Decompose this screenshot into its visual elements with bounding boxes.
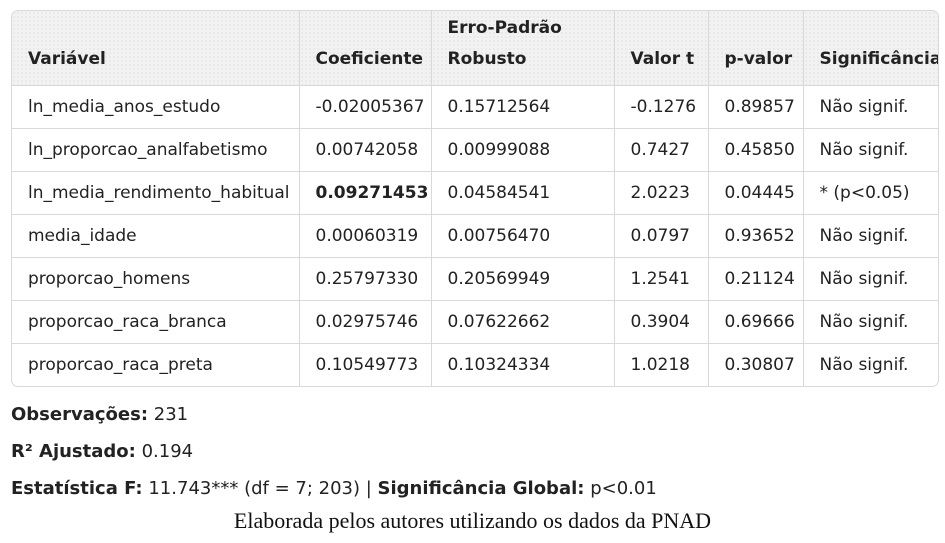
header-p-valor: p-valor <box>707 11 803 85</box>
cell-significance: Não signif. <box>802 300 938 343</box>
r2-value: 0.194 <box>141 441 194 462</box>
header-significancia: Significância <box>802 11 939 85</box>
table-row: ln_media_rendimento_habitual 0.09271453 … <box>12 171 938 214</box>
cell-coefficient: -0.02005367 <box>298 85 431 128</box>
cell-p-value: 0.21124 <box>707 257 803 300</box>
cell-p-value: 0.93652 <box>707 214 803 257</box>
header-coeficiente: Coeficiente <box>298 11 431 85</box>
header-label: p-valor <box>724 48 793 69</box>
cell-variable: proporcao_raca_preta <box>28 354 213 375</box>
cell-std-error: 0.10324334 <box>430 343 614 386</box>
cell-std-error: 0.00999088 <box>430 128 614 171</box>
table-row: media_idade 0.00060319 0.00756470 0.0797… <box>12 214 938 257</box>
cell-t-value: 2.0223 <box>613 171 708 214</box>
table-row: proporcao_raca_preta 0.10549773 0.103243… <box>12 343 938 386</box>
table-header-row: Variável Coeficiente Erro-Padrão Robusto … <box>12 11 938 85</box>
cell-variable: ln_media_rendimento_habitual <box>28 182 290 203</box>
header-valor-t: Valor t <box>613 11 708 85</box>
cell-significance: Não signif. <box>802 128 938 171</box>
cell-significance: Não signif. <box>802 214 938 257</box>
regression-table-card: Variável Coeficiente Erro-Padrão Robusto … <box>11 10 939 387</box>
header-label: Significância <box>819 48 939 69</box>
global-significance-label: Significância Global: <box>377 478 585 499</box>
cell-coefficient: 0.02975746 <box>298 300 431 343</box>
r2-label: R² Ajustado: <box>11 441 136 462</box>
observations-label: Observações: <box>11 404 149 425</box>
observations-line: Observações: 231 <box>11 404 188 425</box>
cell-variable: media_idade <box>28 225 137 246</box>
header-label-line1: Erro-Padrão <box>447 17 562 38</box>
cell-p-value: 0.30807 <box>707 343 803 386</box>
cell-std-error: 0.00756470 <box>430 214 614 257</box>
table-row: ln_proporcao_analfabetismo 0.00742058 0.… <box>12 128 938 171</box>
cell-significance: Não signif. <box>802 85 938 128</box>
table-row: proporcao_homens 0.25797330 0.20569949 1… <box>12 257 938 300</box>
cell-std-error: 0.04584541 <box>430 171 614 214</box>
cell-p-value: 0.69666 <box>707 300 803 343</box>
cell-std-error: 0.20569949 <box>430 257 614 300</box>
table-row: ln_media_anos_estudo -0.02005367 0.15712… <box>12 85 938 128</box>
source-caption: Elaborada pelos autores utilizando os da… <box>233 508 712 533</box>
cell-variable: proporcao_raca_branca <box>28 311 227 332</box>
observations-value: 231 <box>153 404 189 425</box>
cell-significance: Não signif. <box>802 343 938 386</box>
cell-coefficient: 0.25797330 <box>298 257 431 300</box>
f-statistic-value: 11.743*** (df = 7; 203) | <box>148 478 372 499</box>
cell-p-value: 0.45850 <box>707 128 803 171</box>
cell-variable: proporcao_homens <box>28 268 191 289</box>
cell-std-error: 0.15712564 <box>430 85 614 128</box>
cell-coefficient: 0.00742058 <box>298 128 431 171</box>
cell-significance: Não signif. <box>802 257 938 300</box>
cell-t-value: 0.7427 <box>613 128 708 171</box>
header-label-line2: Robusto <box>447 48 527 69</box>
regression-table: Variável Coeficiente Erro-Padrão Robusto … <box>12 11 938 386</box>
f-statistic-label: Estatística F: <box>11 478 143 499</box>
cell-coefficient: 0.09271453 <box>298 171 431 214</box>
cell-std-error: 0.07622662 <box>430 300 614 343</box>
cell-t-value: 1.2541 <box>613 257 708 300</box>
global-significance-value: p<0.01 <box>590 478 657 499</box>
r2-line: R² Ajustado: 0.194 <box>11 441 193 462</box>
header-erro-padrao: Erro-Padrão Robusto <box>430 11 614 85</box>
cell-variable: ln_proporcao_analfabetismo <box>28 139 268 160</box>
table-row: proporcao_raca_branca 0.02975746 0.07622… <box>12 300 938 343</box>
cell-variable: ln_media_anos_estudo <box>28 96 221 117</box>
cell-t-value: 0.3904 <box>613 300 708 343</box>
cell-coefficient: 0.00060319 <box>298 214 431 257</box>
header-variavel: Variável <box>12 11 299 85</box>
cell-p-value: 0.89857 <box>707 85 803 128</box>
cell-t-value: 1.0218 <box>613 343 708 386</box>
cell-t-value: 0.0797 <box>613 214 708 257</box>
cell-p-value: 0.04445 <box>707 171 803 214</box>
cell-t-value: -0.1276 <box>613 85 708 128</box>
header-label: Variável <box>28 48 106 69</box>
cell-coefficient: 0.10549773 <box>298 343 431 386</box>
f-statistic-line: Estatística F: 11.743*** (df = 7; 203) |… <box>11 478 657 499</box>
cell-significance: * (p<0.05) <box>802 171 938 214</box>
header-label: Valor t <box>630 48 695 69</box>
header-label: Coeficiente <box>315 48 423 69</box>
